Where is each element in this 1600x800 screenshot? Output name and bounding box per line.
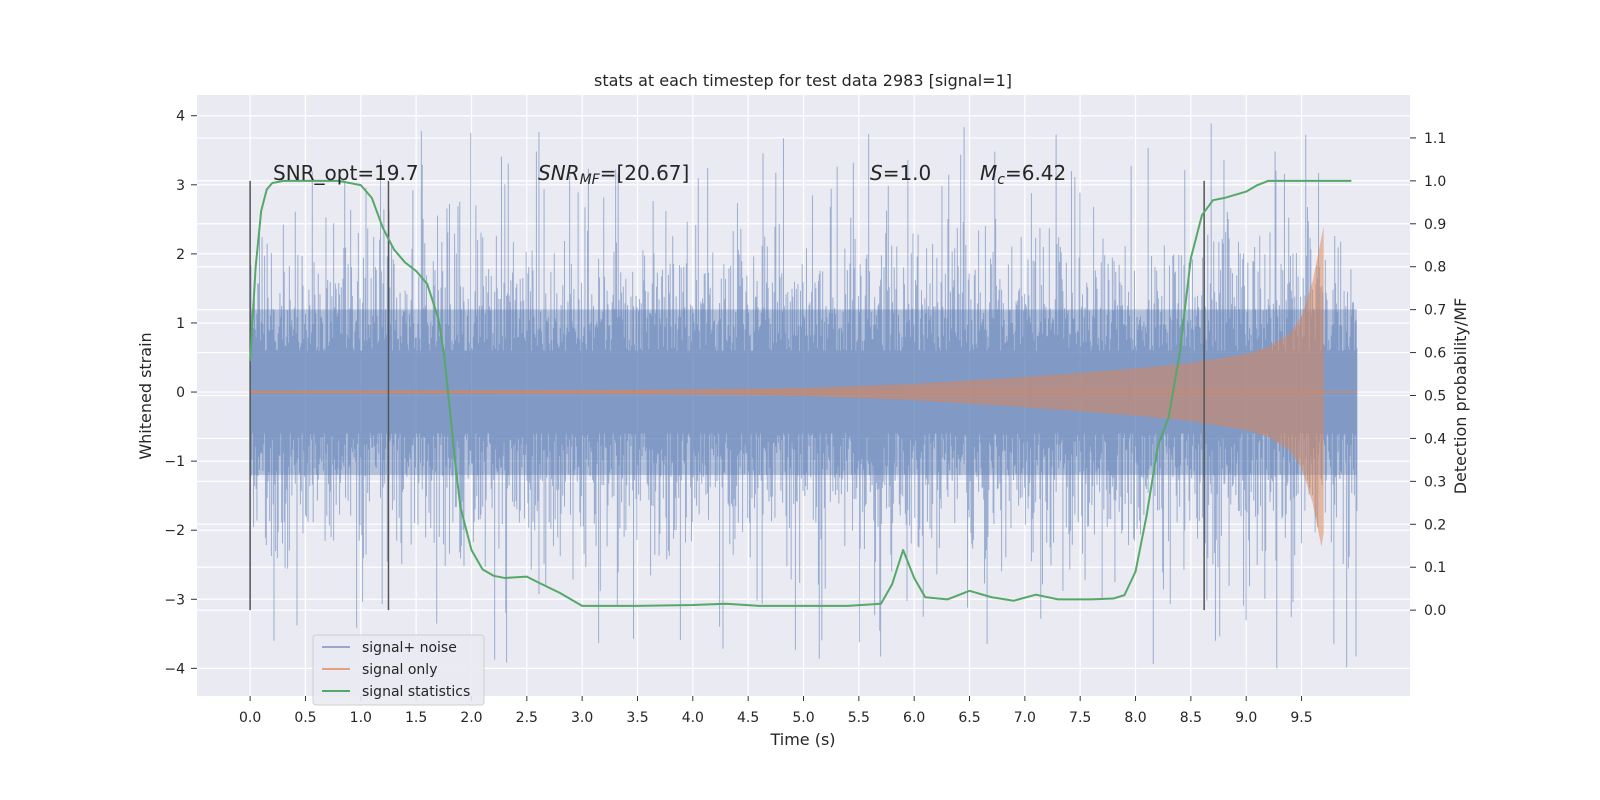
y-tick-label: −1 <box>164 454 185 470</box>
axes: 0.0 0.5 1.0 1.5 2.0 2.5 3.0 3.5 4.0 4.5 5.0 5.5 6.0 6… <box>164 109 1446 726</box>
x-tick-label: 2.5 <box>516 710 538 726</box>
y-tick-label: 1 <box>176 316 185 332</box>
legend: signal+ noise signal only signal statist… <box>312 634 485 706</box>
statistics-line <box>249 179 1352 607</box>
x-tick-label: 8.5 <box>1180 710 1202 726</box>
x-tick-label: 2.0 <box>460 710 482 726</box>
y-right-tick-label: 0.2 <box>1424 517 1446 533</box>
annotation-mc-symbol: M <box>980 161 997 185</box>
annotation-snr-mf-base: SNR <box>538 161 580 185</box>
x-tick-label: 9.0 <box>1235 710 1257 726</box>
vertical-markers <box>249 180 1205 611</box>
legend-box <box>312 634 485 706</box>
x-tick-label: 3.0 <box>571 710 593 726</box>
legend-label-noise: signal+ noise <box>362 640 457 656</box>
annotation-snr-opt: SNR_opt=19.7 <box>273 161 419 185</box>
x-tick-label: 5.5 <box>848 710 870 726</box>
signal-envelope <box>250 226 1324 547</box>
y-right-tick-label: 0.9 <box>1424 217 1446 233</box>
y-tick-label: 2 <box>176 247 185 263</box>
x-tick-label: 1.0 <box>350 710 372 726</box>
annotation-mc: Mc=6.42 <box>980 161 1066 188</box>
y-right-tick-label: 0.1 <box>1424 560 1446 576</box>
annotation-mc-sub: c <box>997 172 1005 188</box>
y-tick-label: −3 <box>164 592 185 608</box>
statistics-series <box>249 179 1352 607</box>
y-right-tick-label: 0.0 <box>1424 603 1446 619</box>
y-right-tick-label: 1.1 <box>1424 131 1446 147</box>
annotations: SNR_opt=19.7 SNRMF=[20.67] S=1.0 Mc=6.42 <box>273 161 1066 188</box>
x-tick-label: 9.5 <box>1290 710 1312 726</box>
x-tick-label: 4.5 <box>737 710 759 726</box>
x-axis-label: Time (s) <box>769 730 835 749</box>
y-axis-label: Whitened strain <box>136 332 155 459</box>
x-tick-label: 4.0 <box>682 710 704 726</box>
annotation-snr-mf-sub: MF <box>580 172 601 188</box>
y-right-tick-label: 1.0 <box>1424 174 1446 190</box>
annotation-s-value: =1.0 <box>883 161 932 185</box>
y-tick-label: −4 <box>164 661 185 677</box>
x-tick-label: 0.0 <box>239 710 261 726</box>
x-tick-label: 3.5 <box>626 710 648 726</box>
x-tick-label: 0.5 <box>294 710 316 726</box>
y-right-tick-label: 0.7 <box>1424 303 1446 319</box>
legend-label-signal: signal only <box>362 662 437 678</box>
y-right-tick-label: 0.8 <box>1424 260 1446 276</box>
annotation-mc-value: =6.42 <box>1005 161 1066 185</box>
y-tick-label: 3 <box>176 178 185 194</box>
x-tick-label: 8.0 <box>1124 710 1146 726</box>
legend-label-stats: signal statistics <box>362 684 470 700</box>
annotation-s-symbol: S <box>870 161 883 185</box>
y-tick-label: 4 <box>176 109 185 125</box>
y-axis-right-label: Detection probability/MF <box>1451 298 1470 495</box>
y-right-tick-label: 0.3 <box>1424 474 1446 490</box>
y-right-tick-label: 0.5 <box>1424 389 1446 405</box>
annotation-s: S=1.0 <box>870 161 931 185</box>
x-tick-label: 1.5 <box>405 710 427 726</box>
y-tick-label: 0 <box>176 385 185 401</box>
chart-title: stats at each timestep for test data 298… <box>594 71 1012 90</box>
annotation-snr-mf-value: =[20.67] <box>600 161 690 185</box>
x-tick-label: 6.0 <box>903 710 925 726</box>
x-tick-label: 6.5 <box>958 710 980 726</box>
y-tick-label: −2 <box>164 523 185 539</box>
annotation-snr-mf: SNRMF=[20.67] <box>538 161 689 188</box>
x-tick-label: 7.0 <box>1014 710 1036 726</box>
y-right-tick-label: 0.4 <box>1424 431 1446 447</box>
x-tick-label: 5.0 <box>792 710 814 726</box>
x-tick-label: 7.5 <box>1069 710 1091 726</box>
y-right-tick-label: 0.6 <box>1424 346 1446 362</box>
